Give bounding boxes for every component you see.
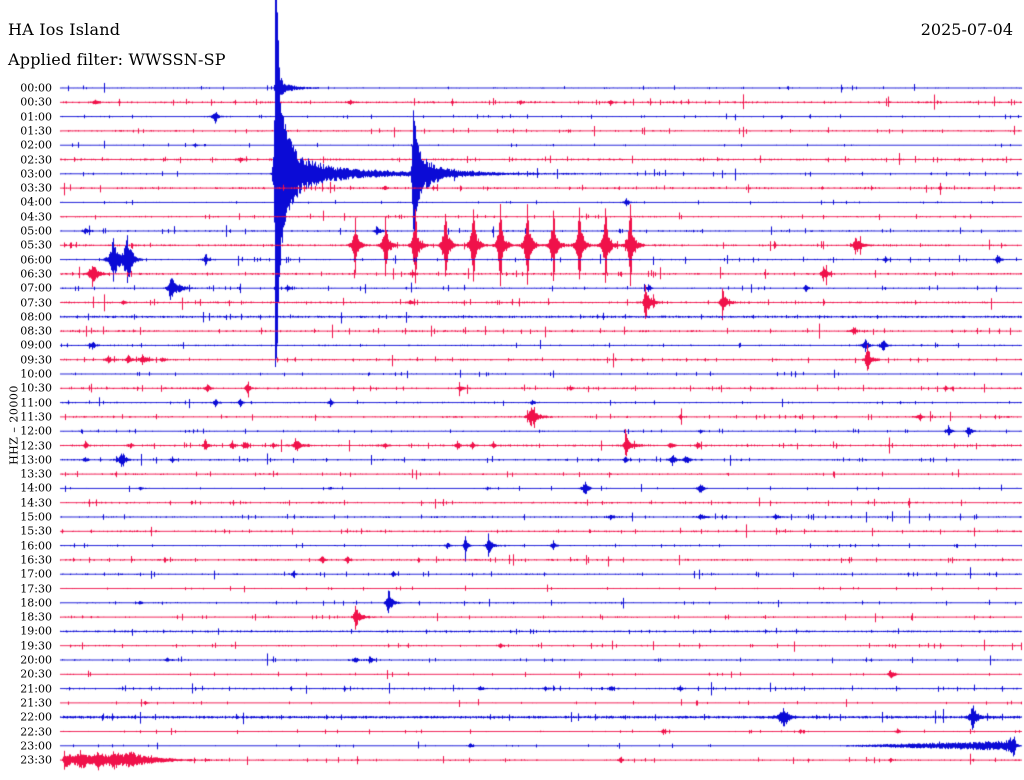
time-label: 21:00 (20, 682, 52, 696)
time-label: 05:00 (20, 224, 52, 238)
time-label: 06:00 (20, 253, 52, 267)
filter-label: Applied filter: WWSSN-SP (8, 50, 226, 69)
time-label: 03:00 (20, 167, 52, 181)
time-label: 20:00 (20, 653, 52, 667)
time-label: 14:00 (20, 481, 52, 495)
time-label: 17:00 (20, 567, 52, 581)
time-label: 09:00 (20, 338, 52, 352)
time-label: 11:00 (20, 396, 52, 410)
time-label: 10:00 (20, 367, 52, 381)
time-label: 00:30 (20, 95, 52, 109)
time-label: 15:30 (20, 524, 52, 538)
time-label: 02:00 (20, 138, 52, 152)
time-label: 10:30 (20, 381, 52, 395)
time-label: 12:30 (20, 439, 52, 452)
time-label: 14:30 (20, 496, 52, 510)
time-label: 05:30 (20, 238, 52, 252)
time-label: 00:00 (20, 81, 52, 95)
date-label: 2025-07-04 (920, 20, 1013, 39)
time-label: 16:00 (20, 539, 52, 553)
time-label: 08:00 (20, 310, 52, 324)
time-label: 15:00 (20, 510, 52, 524)
time-label: 01:00 (20, 110, 52, 124)
time-label: 13:30 (20, 467, 52, 481)
time-label: 21:30 (20, 696, 52, 710)
time-label: 22:30 (20, 725, 52, 738)
time-label: 22:00 (20, 710, 52, 724)
station-name: HA Ios Island (8, 20, 121, 39)
time-label: 06:30 (20, 267, 52, 281)
time-label: 23:30 (20, 753, 52, 767)
time-label: 16:30 (20, 553, 52, 567)
time-label: 18:00 (20, 596, 52, 610)
time-label: 02:30 (20, 153, 52, 166)
time-label: 04:00 (20, 195, 52, 209)
time-label: 19:00 (20, 624, 52, 638)
time-label: 17:30 (20, 582, 52, 595)
time-label: 07:00 (20, 281, 52, 295)
time-label: 18:30 (20, 610, 52, 624)
time-label: 09:30 (20, 353, 52, 367)
time-label: 12:00 (20, 424, 52, 438)
time-label: 04:30 (20, 210, 52, 224)
time-label: 13:00 (20, 453, 52, 467)
time-label: 23:00 (20, 739, 52, 753)
time-label: 01:30 (20, 124, 52, 138)
time-label: 11:30 (20, 410, 52, 424)
time-label: 19:30 (20, 639, 52, 653)
time-label: 20:30 (20, 667, 52, 681)
time-label: 07:30 (20, 296, 52, 309)
time-label: 08:30 (20, 324, 52, 338)
time-label: 03:30 (20, 181, 52, 195)
